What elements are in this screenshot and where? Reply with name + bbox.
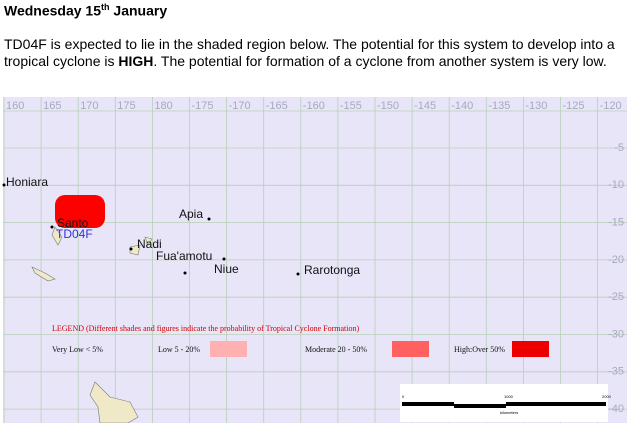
heading-sup: th: [101, 2, 110, 12]
scale-label: 1000: [504, 394, 514, 399]
legend-item: Low 5 - 20%: [158, 345, 200, 354]
text-bold: HIGH: [118, 53, 154, 69]
place-dot: [207, 217, 211, 221]
legend-item: High:Over 50%: [454, 345, 505, 354]
lon-label: -170: [229, 100, 251, 112]
place-dot: [222, 257, 226, 261]
lon-label: -125: [563, 100, 585, 112]
legend-title: LEGEND (Different shades and figures ind…: [52, 324, 359, 333]
lon-label: -175: [192, 100, 214, 112]
legend-item: Very Low < 5%: [52, 345, 103, 354]
lon-label: 180: [154, 100, 172, 112]
place-dot: [2, 183, 6, 187]
land: [31, 266, 56, 282]
place-label: Apia: [179, 207, 203, 221]
lat-label: -40: [608, 403, 624, 415]
legend-item: Moderate 20 - 50%: [305, 345, 367, 354]
lat-label: -5: [614, 142, 624, 154]
scale-label: kilometers: [500, 410, 518, 415]
heading-text: January: [109, 2, 168, 19]
legend-swatch: [392, 341, 429, 357]
lat-label: -15: [608, 217, 624, 229]
lon-label: -160: [303, 100, 325, 112]
lon-label: -145: [414, 100, 436, 112]
lon-label: -130: [525, 100, 547, 112]
lon-label: -155: [340, 100, 362, 112]
system-label: TD04F: [56, 227, 93, 241]
lon-label: -120: [600, 100, 622, 112]
heading: Wednesday 15th January: [4, 2, 167, 19]
place-label: Niue: [214, 262, 239, 276]
heading-text: Wednesday 15: [4, 2, 102, 19]
lat-label: -35: [608, 366, 624, 378]
scale-bar: [402, 402, 454, 406]
lat-label: -30: [608, 328, 624, 340]
place-dot: [50, 225, 54, 229]
scale-label: 2000: [602, 394, 612, 399]
lat-label: -25: [608, 291, 624, 303]
scale-bar: [506, 402, 606, 406]
place-label: Fua'amotu: [156, 249, 212, 263]
lon-label: -165: [266, 100, 288, 112]
lat-label: -10: [608, 179, 624, 191]
land: [51, 226, 153, 256]
lon-label: -140: [451, 100, 473, 112]
text: . The potential for formation of a cyclo…: [153, 53, 607, 69]
scale-label: 0: [402, 394, 405, 399]
scale-bar: [454, 404, 506, 408]
lon-label: 165: [43, 100, 61, 112]
lon-label: -135: [488, 100, 510, 112]
lon-label: 175: [117, 100, 135, 112]
legend-swatch: [210, 341, 247, 357]
place-dot: [296, 272, 300, 276]
paragraph: TD04F is expected to lie in the shaded r…: [4, 36, 628, 70]
legend-swatch: [512, 341, 549, 357]
lon-label: 160: [6, 100, 24, 112]
place-dot: [183, 271, 187, 275]
lon-label: 170: [80, 100, 98, 112]
place-dot: [129, 247, 133, 251]
place-label: Santo: [57, 216, 89, 230]
place-label: Rarotonga: [304, 263, 360, 277]
land: [89, 381, 139, 423]
lon-label: -150: [377, 100, 399, 112]
lat-label: -20: [608, 254, 624, 266]
map: 160 165 170 175 180 -175 -170 -165 -160 -155 -150-…: [2, 97, 627, 423]
high-zone: [55, 195, 105, 228]
place-label: Nadi: [137, 237, 162, 251]
place-label: Honiara: [6, 175, 48, 189]
text: TD04F is expected to lie in the shaded r…: [4, 36, 615, 69]
